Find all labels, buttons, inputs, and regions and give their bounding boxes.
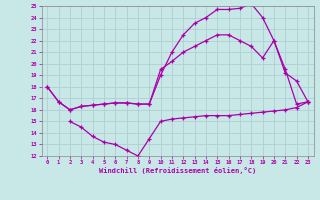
X-axis label: Windchill (Refroidissement éolien,°C): Windchill (Refroidissement éolien,°C): [99, 167, 256, 174]
